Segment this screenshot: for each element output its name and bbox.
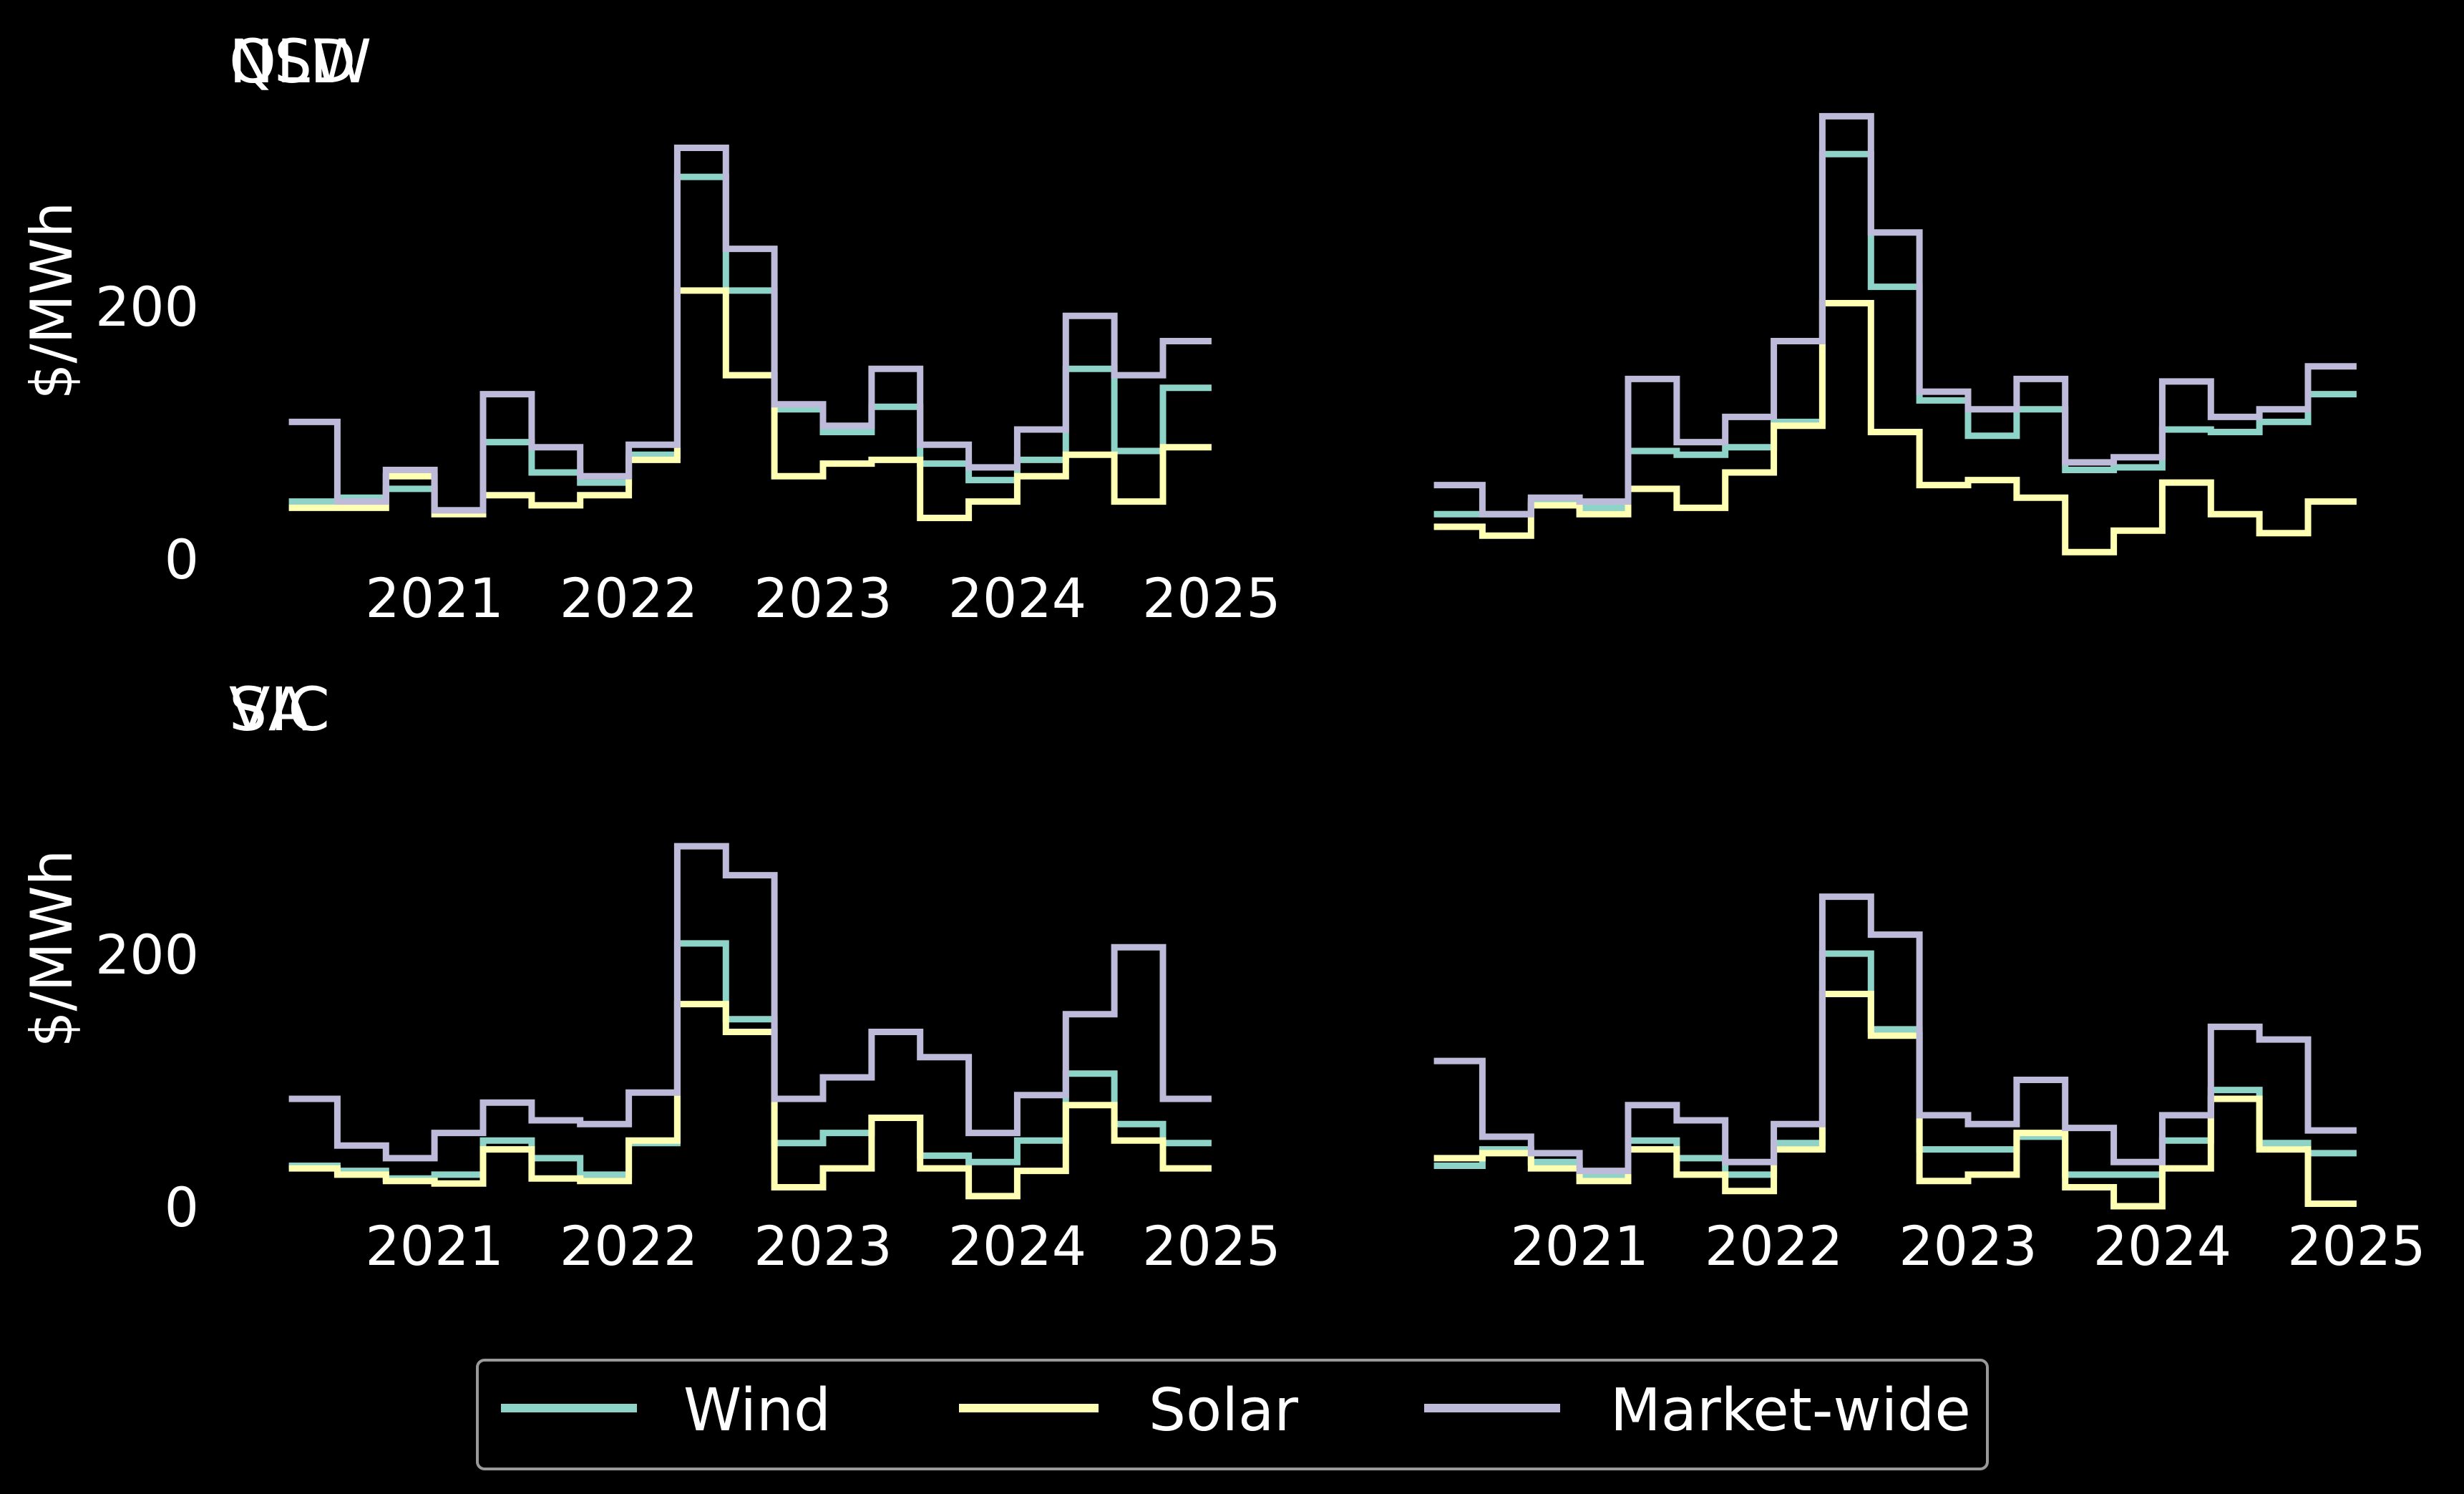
series-line-market-wide (1433, 893, 2357, 1175)
panel-qld: QLD (229, 26, 2357, 556)
legend: Wind Solar Market-wide (476, 1359, 1989, 1470)
x-tick-label: 2024 (948, 1214, 1086, 1278)
x-tick-label: 2022 (560, 566, 698, 630)
series-line-solar (1433, 300, 2357, 556)
y-axis-label: $/MWh (19, 202, 85, 400)
series-line-wind (1433, 150, 2357, 518)
series-line-wind (1433, 950, 2357, 1178)
y-tick-label: 0 (165, 1175, 199, 1239)
x-tick-label: 2025 (1142, 566, 1280, 630)
x-tick-label: 2023 (754, 1214, 892, 1278)
x-tick-label: 2022 (1705, 1214, 1843, 1278)
panel-title: NSW (229, 26, 371, 97)
chart-panels: NSW $/MWh 0 200 2021 2022 2023 2024 2025 QLD SA $/M… (19, 26, 2426, 1278)
series-line-solar (1433, 991, 2357, 1210)
panel-sa: SA $/MWh 0 200 2021 2022 2023 2024 2025 (19, 674, 1281, 1278)
legend-label-solar: Solar (1149, 1377, 1298, 1445)
x-tick-label: 2025 (1142, 1214, 1280, 1278)
legend-label-wind: Wind (683, 1377, 831, 1445)
x-tick-label: 2025 (2287, 1214, 2425, 1278)
x-tick-label: 2021 (365, 1214, 503, 1278)
series-line-market-wide (288, 843, 1212, 1162)
x-tick-label: 2023 (1899, 1214, 2037, 1278)
panel-title: SA (229, 674, 309, 744)
x-tick-label: 2021 (365, 566, 503, 630)
x-tick-label: 2023 (754, 566, 892, 630)
y-axis-label: $/MWh (19, 850, 85, 1048)
series-line-wind (288, 940, 1212, 1182)
series-line-solar (288, 1001, 1212, 1200)
y-tick-label: 200 (95, 275, 199, 339)
legend-label-market-wide: Market-wide (1610, 1377, 1971, 1445)
x-tick-label: 2022 (560, 1214, 698, 1278)
x-tick-label: 2021 (1510, 1214, 1648, 1278)
legend-box (476, 1359, 1989, 1470)
series-line-market-wide (288, 145, 1212, 514)
series-line-wind (288, 173, 1212, 514)
y-tick-label: 0 (165, 528, 199, 591)
panel-nsw: NSW $/MWh 0 200 2021 2022 2023 2024 2025 (19, 26, 1281, 630)
panel-vic: VIC 2021 2022 2023 2024 2025 (229, 674, 2426, 1278)
x-tick-label: 2024 (948, 566, 1086, 630)
y-tick-label: 200 (95, 923, 199, 986)
panel-title: QLD (229, 26, 356, 97)
series-line-market-wide (1433, 112, 2357, 518)
x-tick-label: 2024 (2093, 1214, 2231, 1278)
series-line-solar (288, 287, 1212, 521)
panel-title: VIC (229, 674, 330, 744)
